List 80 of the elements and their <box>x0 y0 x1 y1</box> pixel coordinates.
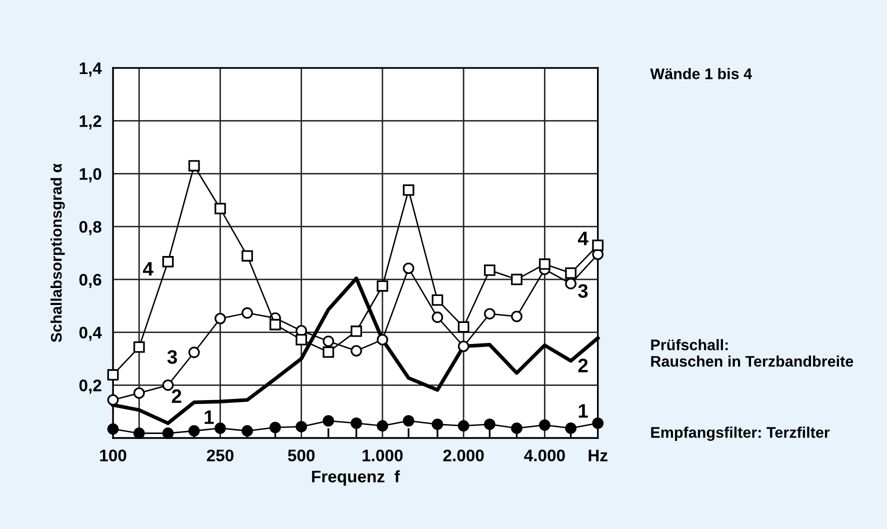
text: Wände 1 bis 4 <box>650 68 752 80</box>
point <box>296 420 308 432</box>
point <box>270 318 281 330</box>
point <box>565 422 576 434</box>
point <box>592 240 604 252</box>
text: 2 <box>172 389 182 403</box>
series-label: 2 <box>578 358 588 372</box>
x-tick-label: 2.000 <box>443 450 484 462</box>
point <box>432 418 444 430</box>
series-label: 1 <box>204 410 214 424</box>
x-tick-label: 1.000 <box>362 450 403 462</box>
point <box>565 278 576 290</box>
x-tick-label: 250 <box>206 450 234 462</box>
point <box>188 346 200 358</box>
point <box>402 184 414 196</box>
point <box>242 307 253 319</box>
point <box>376 334 388 346</box>
y-tick-label: 1,0 <box>80 168 102 182</box>
point <box>242 425 253 437</box>
point <box>402 415 414 427</box>
point <box>214 312 226 324</box>
point <box>133 341 145 353</box>
point <box>322 346 334 358</box>
point <box>538 258 550 270</box>
point <box>350 326 362 337</box>
point <box>214 422 226 434</box>
point <box>432 312 444 323</box>
point <box>511 274 522 286</box>
y-tick-label: 1,4 <box>80 62 102 77</box>
point <box>322 415 334 427</box>
x-tick-label: 100 <box>100 450 126 462</box>
point <box>432 294 444 306</box>
point <box>296 334 308 346</box>
x-axis-title: Frequenz f <box>312 470 400 486</box>
point <box>511 310 522 322</box>
y-tick-label: 0,8 <box>79 220 102 236</box>
point <box>322 336 334 347</box>
text: Empfangsfilter: Terzfilter <box>651 426 830 441</box>
point <box>458 321 470 333</box>
text: 4 <box>142 262 154 276</box>
text: 3 <box>167 350 177 364</box>
x-tick-label: 4.000 <box>524 450 565 462</box>
x-tick-label: 500 <box>288 450 315 462</box>
point <box>188 425 200 437</box>
point <box>484 264 496 276</box>
point <box>511 422 522 434</box>
point <box>538 419 550 431</box>
point <box>242 250 253 262</box>
point <box>107 394 119 406</box>
point <box>214 202 226 214</box>
y-tick-label: 0,2 <box>79 380 102 394</box>
point <box>484 418 496 430</box>
point <box>458 420 470 432</box>
y-tick-label: 0,6 <box>79 274 102 288</box>
series-label: 4 <box>578 232 588 246</box>
point <box>402 262 414 274</box>
point <box>270 422 281 434</box>
point <box>484 308 496 320</box>
point <box>162 379 174 391</box>
point <box>458 340 470 352</box>
point <box>376 280 388 292</box>
point <box>107 369 119 381</box>
point <box>133 428 145 439</box>
point <box>133 387 145 399</box>
text: Prüfschall: Rauschen in Terzbandbreite <box>651 339 854 367</box>
y-tick-label: 1,2 <box>80 115 102 130</box>
point <box>350 418 362 429</box>
point <box>162 428 174 439</box>
series-label: 3 <box>578 284 588 298</box>
point <box>107 423 119 435</box>
point <box>376 420 388 432</box>
point <box>350 345 362 356</box>
point <box>565 267 576 279</box>
point <box>162 256 174 268</box>
text: 1 <box>578 404 588 418</box>
point <box>188 160 200 172</box>
y-axis-title: Schallabsorptionsgrad α <box>50 164 65 342</box>
point <box>592 418 604 429</box>
x-tick-label: Hz <box>588 450 608 462</box>
y-tick-label: 0,4 <box>79 326 102 341</box>
